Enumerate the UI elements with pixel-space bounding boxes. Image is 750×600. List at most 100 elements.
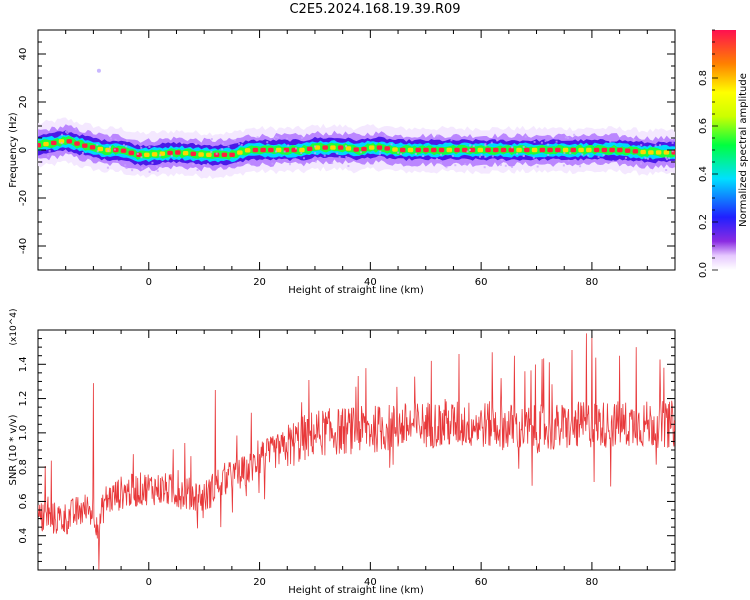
spectrogram-speckle [567,137,570,140]
spectrogram-speckle [547,143,550,146]
colorbar-tick-label: 0.6 [698,118,709,134]
spectrogram-ridge-cell [314,145,321,150]
spectrogram-ridge-cell [593,147,600,153]
spectrogram-ridge-cell [407,147,414,153]
spectrogram-speckle [668,157,671,160]
spectrogram-x-tick-label: 60 [475,277,488,288]
spectrogram-x-tick-label: 40 [364,277,377,288]
spectrogram-ridge-cell [655,150,662,155]
colorbar: 0.0 0.2 0.4 0.6 0.8 Normalized spectral ampl… [698,29,749,278]
spectrogram-speckle [500,158,503,161]
snr-x-tick-label: 20 [253,577,266,588]
spectrogram-speckle [96,150,99,153]
spectrogram-ridge-cell [244,148,251,153]
spectrogram-speckle [114,138,117,141]
spectrogram-ridge-cell [190,151,197,157]
spectrogram-speckle [674,163,675,166]
spectrogram-speckle [66,132,69,135]
spectrogram-ridge-cell [268,147,274,153]
spectrogram-ridge-cell [353,147,359,152]
spectrogram-speckle [587,154,590,157]
spectrogram-speckle [399,153,402,156]
colorbar-tick-label: 0.0 [698,262,709,278]
spectrogram-speckle [665,168,668,171]
spectrogram-speckle [478,155,481,158]
spectrogram-speckle [336,152,339,155]
spectrogram-speckle [414,152,417,155]
spectrogram-speckle [113,148,116,151]
snr-y-tick-label: 0.8 [18,459,29,475]
spectrogram-speckle [314,160,317,163]
spectrogram-speckle [160,165,163,168]
spectrogram-speckle [454,164,457,167]
spectrogram-speckle [378,153,381,156]
spectrogram-speckle [221,148,224,151]
spectrogram-speckle [96,143,99,146]
spectrogram-speckle [107,149,110,152]
spectrogram-speckle [194,143,197,146]
spectrogram-speckle [581,153,584,156]
spectrogram-speckle [202,163,205,166]
spectrogram-speckle [644,157,647,160]
spectrogram-speckle [563,152,566,155]
spectrogram-speckle [106,166,109,169]
spectrogram-ridge-cell [531,147,538,153]
spectrogram-speckle [671,150,674,153]
spectrogram-ridge-cell [493,147,499,153]
spectrogram-speckle [624,156,627,159]
snr-x-tick-label: 60 [475,577,488,588]
spectrogram-ridge-cell [477,147,484,153]
spectrogram-y-tick-label: -40 [18,238,29,254]
spectrogram-speckle [511,146,514,149]
spectrogram-speckle [148,145,151,148]
spectrogram-speckle [511,166,514,169]
spectrogram-ridge-cell [462,147,468,153]
spectrogram-speckle [597,155,600,158]
spectrogram-speckle [271,162,274,165]
spectrogram-speckle [180,142,183,145]
spectrogram-speckle [532,156,535,159]
spectrogram-speckle [331,162,334,165]
spectrogram-speckle [151,161,154,164]
spectrogram-speckle [547,153,550,156]
spectrogram-speckle [196,168,199,171]
spectrogram-speckle [125,167,128,170]
spectrogram-speckle [564,136,567,139]
spectrogram-ridge-cell [260,147,266,153]
snr-x-tick-label: 80 [586,577,599,588]
spectrogram-ridge-cell [213,152,220,157]
spectrogram-speckle [237,161,240,164]
spectrogram-speckle [632,139,635,142]
spectrogram-ridge-cell [58,139,65,144]
spectrogram-speckle [109,146,112,149]
spectrogram-speckle [65,130,68,133]
spectrogram-speckle [666,158,669,161]
spectrogram-speckle [451,154,454,157]
spectrogram-speckle [654,144,657,147]
spectrogram-speckle [379,150,382,153]
snr-plot: 0 20 40 60 80 0.4 0.6 0.8 1.0 1.2 1.4 Height of s… [8,308,676,596]
spectrogram-speckle [602,154,605,157]
spectrogram-speckle [312,158,315,161]
spectrogram-speckle [522,154,525,157]
spectrogram-speckle [273,137,276,140]
colorbar-label: Normalized spectral amplitude [738,73,749,227]
colorbar-tick-label: 0.4 [698,166,709,182]
spectrogram-ridge-cell [275,147,282,153]
spectrogram-ridge-cell [524,147,530,153]
spectrogram-speckle [338,156,341,159]
spectrogram-speckle [390,143,393,146]
spectrogram-ridge-cell [376,145,383,150]
colorbar-tick-label: 0.2 [698,214,709,230]
spectrogram-x-ticks: 0 20 40 60 80 [37,30,676,288]
spectrogram-speckle [227,145,230,148]
spectrogram-ridge-cell [617,147,623,153]
spectrogram-ridge-cell [609,147,615,153]
spectrogram-speckle [215,152,218,155]
spectrogram-speckle [664,156,667,159]
snr-y-tick-label: 0.6 [18,493,29,509]
spectrogram-speckle [483,166,486,169]
spectrogram-speckle [640,162,643,165]
spectrogram-ridge-cell [423,147,429,153]
